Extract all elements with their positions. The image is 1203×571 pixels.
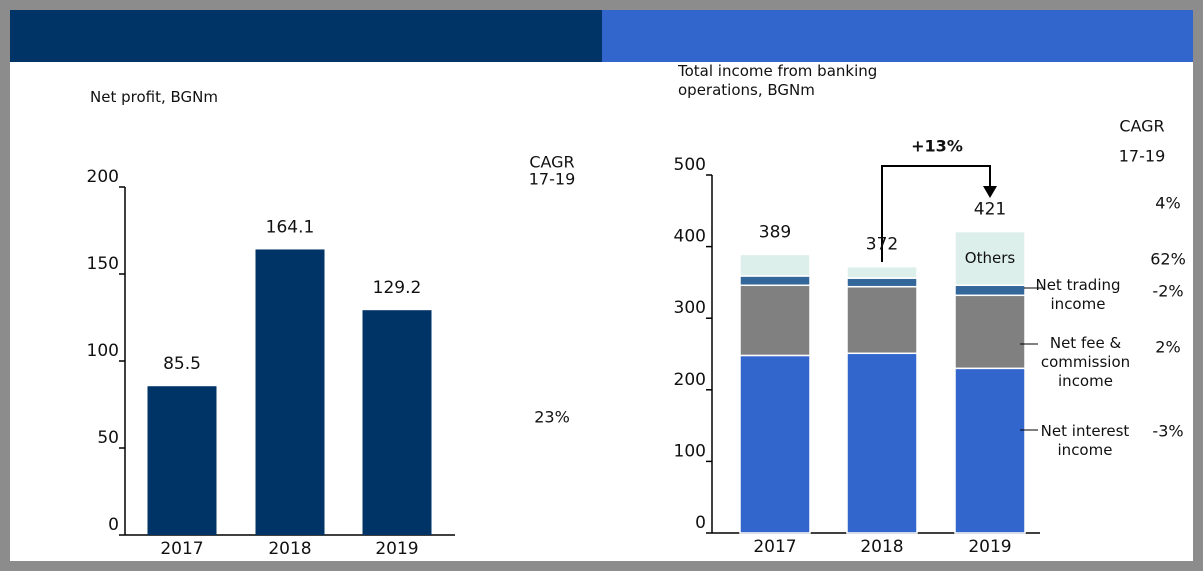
bar [147, 386, 217, 535]
bar [362, 310, 432, 535]
series-label-box: Net fee & commission income [1040, 334, 1131, 390]
bar-value-label: 129.2 [373, 278, 422, 298]
arrow-head [983, 186, 997, 198]
growth-arrow [881, 165, 991, 262]
bar-segment [954, 284, 1026, 297]
header-left [10, 10, 602, 62]
y-tick-label: 100 [674, 441, 706, 461]
bar-segment [846, 285, 918, 355]
y-tick-label: 0 [108, 515, 119, 535]
total-label: 421 [974, 200, 1006, 220]
total-label: 372 [866, 235, 898, 255]
bar-segment [739, 354, 811, 534]
series-label: Net fee & commission income [1040, 334, 1131, 390]
chart-title: Total income from banking operations, BG… [678, 62, 878, 99]
y-tick-label: 300 [674, 298, 706, 318]
series-label: Others [965, 249, 1016, 267]
cagr-value: -3% [1152, 422, 1183, 441]
x-tick-label: 2018 [268, 539, 311, 559]
bar-segment [954, 230, 1026, 287]
x-tick-label: 2019 [375, 539, 418, 559]
cagr-value: -2% [1152, 282, 1183, 301]
bar [255, 249, 325, 535]
x-tick-label: 2018 [860, 537, 903, 557]
series-label: Net trading income [1035, 276, 1121, 313]
total-label: 389 [759, 222, 791, 242]
bar-segment [739, 284, 811, 357]
bar-segment [846, 352, 918, 534]
series-label-box: Net interest income [1040, 422, 1130, 459]
bar-segment [954, 367, 1026, 534]
y-tick-label: 400 [674, 227, 706, 247]
y-tick-label: 200 [674, 370, 706, 390]
x-tick-label: 2017 [160, 539, 203, 559]
cagr-header: 17-19 [1119, 147, 1166, 166]
bar-value-label: 164.1 [266, 217, 315, 237]
y-tick-label: 500 [674, 155, 706, 175]
growth-annotation: +13% [911, 137, 963, 156]
chart-title: Net profit, BGNm [90, 88, 218, 106]
chart-title-box: Total income from banking operations, BG… [678, 62, 878, 99]
x-tick-label: 2017 [753, 537, 796, 557]
x-tick-label: 2019 [968, 537, 1011, 557]
cagr-value: 62% [1150, 250, 1186, 269]
cagr-total: 4% [1155, 194, 1180, 213]
cagr-value: 23% [534, 408, 570, 427]
series-label: Net interest income [1040, 422, 1130, 459]
chart-title-box: Net profit, BGNm [90, 88, 218, 106]
bar-value-label: 85.5 [163, 354, 201, 374]
cagr-header: CAGR [1119, 117, 1164, 136]
y-tick-label: 100 [87, 341, 119, 361]
cagr-value: 2% [1155, 338, 1180, 357]
header-right [602, 10, 1193, 62]
cagr-header: CAGR [529, 153, 574, 172]
bar-segment [739, 253, 811, 277]
bar-segment [954, 294, 1026, 370]
cagr-header: 17-19 [529, 170, 576, 189]
y-tick-label: 200 [87, 167, 119, 187]
bar-segment [846, 277, 918, 288]
y-tick-label: 150 [87, 254, 119, 274]
series-label-box: Net trading income [1035, 276, 1121, 313]
y-tick-label: 0 [695, 513, 706, 533]
y-tick-label: 50 [97, 428, 119, 448]
bar-segment [739, 275, 811, 287]
bar-segment [846, 265, 918, 279]
